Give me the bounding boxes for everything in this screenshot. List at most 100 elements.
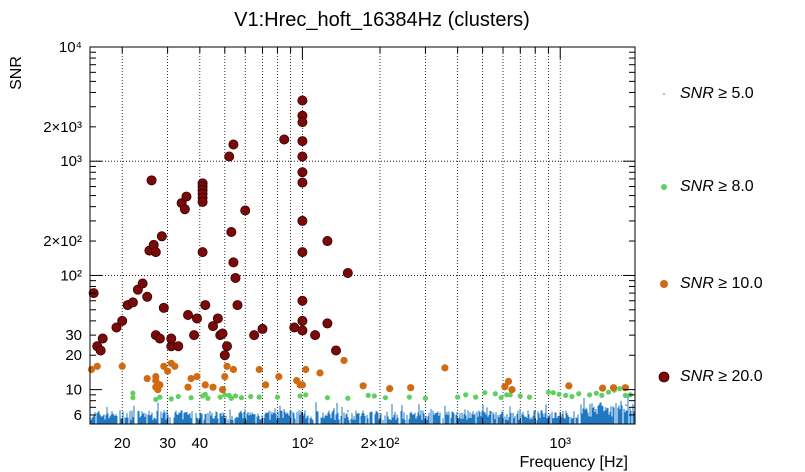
data-point-series-1 — [232, 393, 239, 399]
data-point-series-0 — [604, 407, 607, 409]
data-point-series-2 — [164, 367, 172, 375]
data-point-series-1 — [324, 395, 330, 401]
data-point-series-3 — [297, 247, 308, 258]
data-point-series-1 — [248, 393, 254, 400]
data-point-series-1 — [576, 391, 582, 397]
data-point-series-2 — [187, 374, 195, 383]
data-point-series-2 — [340, 356, 348, 365]
data-point-series-1 — [492, 391, 498, 397]
legend-item-snr-20: SNR ≥ 20.0 — [652, 365, 763, 389]
data-point-series-3 — [95, 345, 106, 356]
data-point-series-2 — [386, 385, 394, 393]
legend-item-snr-8: SNR ≥ 8.0 — [652, 175, 754, 199]
data-point-series-0 — [347, 410, 349, 412]
y-tick-label: 2×10² — [43, 233, 82, 250]
y-tick-label: 10⁴ — [59, 39, 82, 56]
data-point-series-3 — [179, 204, 190, 215]
data-point-series-1 — [507, 392, 513, 398]
data-point-series-3 — [137, 278, 148, 289]
data-point-series-0 — [456, 412, 459, 415]
data-point-series-3 — [173, 341, 184, 352]
data-point-series-3 — [249, 330, 260, 341]
y-tick-label: 30 — [65, 327, 82, 344]
plot-frame — [89, 46, 636, 425]
data-point-series-1 — [517, 393, 523, 399]
data-point-series-3 — [183, 310, 194, 321]
x-axis-label: Frequency [Hz] — [520, 454, 628, 471]
data-point-series-3 — [331, 345, 342, 356]
y-tick-label: 10 — [65, 382, 82, 399]
x-tick-label: 40 — [191, 435, 208, 452]
data-point-series-1 — [205, 395, 211, 401]
data-point-series-3 — [297, 151, 308, 162]
legend-marker-snr-10 — [652, 279, 676, 289]
data-point-series-3 — [342, 267, 353, 278]
data-point-series-1 — [382, 395, 389, 401]
data-point-series-3 — [189, 330, 200, 341]
data-point-series-3 — [146, 175, 157, 186]
data-point-series-1 — [217, 394, 223, 400]
data-point-series-1 — [157, 394, 163, 400]
data-point-series-3 — [297, 167, 308, 178]
data-point-series-2 — [229, 365, 238, 374]
data-point-series-2 — [221, 373, 229, 381]
axis-ticks: 20 30 40 10² 2×10² 10³ 6 10 20 30 10² 2×10² 10³ 2×10³… — [43, 39, 635, 452]
data-point-series-3 — [257, 323, 268, 334]
data-point-series-3 — [219, 350, 230, 361]
data-point-series-1 — [622, 392, 629, 399]
data-point-series-2 — [255, 365, 263, 374]
data-point-series-2 — [501, 383, 509, 391]
legend-label-snr-5: SNR ≥ 5.0 — [680, 85, 754, 102]
data-point-series-3 — [297, 136, 308, 147]
data-point-series-3 — [200, 300, 211, 311]
data-point-series-3 — [166, 333, 177, 344]
data-point-series-3 — [226, 226, 237, 237]
data-point-series-3 — [111, 322, 122, 333]
data-point-series-3 — [322, 236, 333, 247]
legend-label-snr-8: SNR ≥ 8.0 — [680, 178, 754, 195]
data-point-series-2 — [156, 381, 164, 389]
grid-lines — [90, 47, 635, 424]
data-point-series-3 — [217, 328, 228, 339]
data-point-series-0 — [276, 411, 279, 414]
data-point-series-2 — [262, 381, 270, 389]
low-snr-background — [90, 396, 635, 424]
data-point-series-3 — [310, 330, 321, 341]
data-point-series-3 — [191, 313, 202, 324]
data-point-series-3 — [224, 151, 235, 162]
data-point-series-3 — [297, 117, 308, 128]
data-point-series-3 — [297, 325, 308, 336]
data-point-series-3 — [181, 191, 192, 202]
data-point-series-2 — [93, 362, 101, 370]
data-point-series-1 — [545, 389, 552, 395]
y-tick-label: 20 — [65, 347, 82, 364]
legend-label-snr-10: SNR ≥ 10.0 — [680, 275, 763, 292]
data-point-series-1 — [569, 393, 575, 400]
y-tick-label: 10² — [60, 267, 82, 284]
legend-item-snr-5: SNR ≥ 5.0 — [652, 82, 754, 106]
data-point-series-0 — [534, 410, 537, 413]
data-point-series-3 — [117, 315, 128, 326]
data-point-series-1 — [498, 395, 504, 401]
data-point-series-1 — [228, 395, 234, 401]
data-point-series-3 — [230, 272, 241, 283]
data-point-series-1 — [556, 391, 562, 397]
data-point-series-1 — [463, 392, 469, 398]
chart-title: V1:Hrec_hoft_16384Hz (clusters) — [234, 9, 530, 31]
x-tick-label: 10² — [292, 435, 314, 452]
data-point-series-3 — [232, 300, 243, 311]
data-point-series-3 — [142, 291, 153, 302]
legend-marker-snr-8 — [652, 182, 676, 192]
data-point-series-1 — [130, 395, 136, 401]
legend-item-snr-10: SNR ≥ 10.0 — [652, 272, 763, 296]
y-tick-label: 2×10³ — [43, 119, 82, 136]
data-point-series-3 — [212, 313, 223, 324]
data-point-series-1 — [168, 396, 174, 402]
data-point-series-1 — [256, 394, 262, 400]
data-point-series-3 — [228, 139, 239, 150]
data-point-series-3 — [297, 295, 308, 306]
data-point-series-3 — [150, 247, 161, 258]
data-point-series-3 — [197, 247, 208, 258]
x-tick-label: 30 — [159, 435, 176, 452]
data-point-series-2 — [118, 362, 126, 370]
